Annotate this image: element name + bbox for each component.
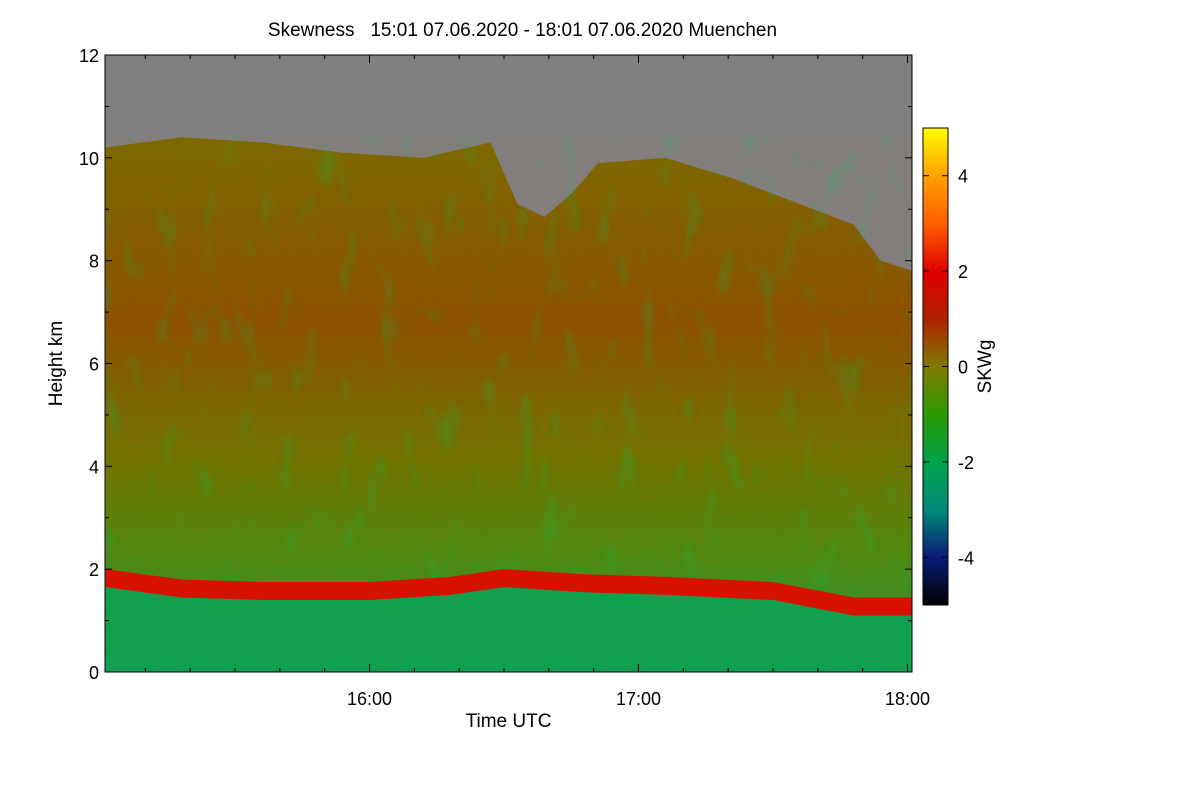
y-tick-label: 2 [89,560,99,580]
y-tick-label: 10 [79,149,99,169]
y-axis-label: Height km [46,321,67,407]
x-tick-label: 18:00 [885,689,930,709]
colorbar-tick-label: -4 [958,548,974,568]
y-tick-label: 4 [89,457,99,477]
skewness-field-texture-green [105,137,912,672]
y-tick-label: 0 [89,663,99,683]
x-tick-label: 17:00 [616,689,661,709]
y-tick-label: 6 [89,355,99,375]
x-axis-label: Time UTC [466,711,552,732]
x-tick-label: 16:00 [347,689,392,709]
chart-title: Skewness 15:01 07.06.2020 - 18:01 07.06.… [267,20,778,41]
y-tick-label: 12 [79,46,99,66]
colorbar-tick-label: -2 [958,453,974,473]
y-tick-label: 8 [89,252,99,272]
colorbar-label: SKWg [975,340,996,394]
boundary-layer-top-band [105,569,912,616]
colorbar-tick-label: 2 [958,262,968,282]
colorbar-tick-label: 0 [958,358,968,378]
boundary-layer-region [105,587,912,672]
colorbar-tick-label: 4 [958,167,968,187]
